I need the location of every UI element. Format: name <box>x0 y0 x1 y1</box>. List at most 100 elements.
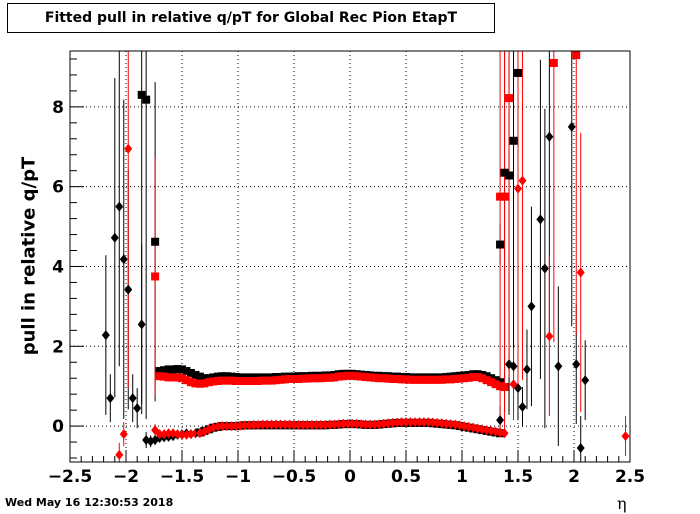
square-marker <box>428 375 437 384</box>
square-marker <box>137 90 146 99</box>
square-marker <box>446 375 455 384</box>
square-marker <box>160 366 169 375</box>
diamond-marker <box>415 417 424 428</box>
chart-title: Fitted pull in relative q/pT for Global … <box>7 3 495 33</box>
diamond-marker <box>500 428 509 439</box>
x-tick-label: −2 <box>113 467 139 487</box>
square-marker <box>173 373 182 382</box>
diamond-marker <box>509 361 518 372</box>
y-tick-label: 6 <box>52 178 64 198</box>
x-tick-label: 2.5 <box>615 467 645 487</box>
square-marker <box>361 373 370 382</box>
square-marker <box>218 376 227 385</box>
diamond-marker <box>410 417 419 428</box>
diamond-marker <box>227 421 236 432</box>
square-marker <box>195 372 204 381</box>
diamond-marker <box>263 419 272 430</box>
diamond-marker <box>276 419 285 430</box>
diamond-marker <box>514 183 522 194</box>
square-marker <box>155 367 164 376</box>
diamond-marker <box>236 420 245 431</box>
diamond-marker <box>572 359 581 370</box>
square-marker <box>455 374 464 383</box>
square-marker <box>572 50 581 59</box>
square-marker <box>173 365 182 374</box>
square-marker <box>397 375 406 384</box>
y-tick-label: 4 <box>52 257 64 277</box>
diamond-marker <box>437 418 446 429</box>
diamond-marker <box>119 254 128 265</box>
square-marker <box>186 378 195 387</box>
diamond-marker <box>402 417 410 428</box>
square-marker <box>151 237 160 246</box>
square-marker <box>500 168 509 177</box>
diamond-marker <box>267 419 276 430</box>
square-marker <box>285 375 294 384</box>
square-marker <box>357 372 366 381</box>
square-marker <box>231 376 240 385</box>
square-marker <box>500 192 509 201</box>
square-marker <box>222 372 231 381</box>
square-marker <box>307 374 316 383</box>
square-marker <box>204 378 213 387</box>
square-marker <box>294 375 303 384</box>
square-marker <box>164 373 173 382</box>
square-marker <box>227 376 236 385</box>
square-marker <box>509 136 518 145</box>
square-marker <box>348 371 357 380</box>
x-tick-label: 0 <box>344 467 356 487</box>
square-marker <box>415 375 424 384</box>
square-marker <box>505 94 514 103</box>
diamond-marker <box>567 121 576 132</box>
square-marker <box>473 373 482 382</box>
diamond-marker <box>334 419 343 430</box>
diamond-marker <box>213 421 222 432</box>
diamond-marker <box>106 393 115 404</box>
square-marker <box>195 379 204 388</box>
square-marker <box>298 374 307 383</box>
x-tick-label: −1 <box>225 467 251 487</box>
square-marker <box>330 373 339 382</box>
diamond-marker <box>281 419 290 430</box>
diamond-marker <box>518 401 527 412</box>
diamond-marker <box>222 421 231 432</box>
square-marker <box>160 372 169 381</box>
y-axis-label: pull in relative q/pT <box>18 156 40 356</box>
square-marker <box>213 376 222 385</box>
diamond-marker <box>101 330 110 341</box>
diamond-marker <box>554 361 563 372</box>
diamond-marker <box>115 201 124 212</box>
diamond-marker <box>576 267 585 278</box>
square-marker <box>419 375 428 384</box>
square-marker <box>388 375 397 384</box>
square-marker <box>460 374 469 383</box>
square-marker <box>375 374 384 383</box>
diamond-marker <box>375 419 384 430</box>
square-marker <box>406 375 415 384</box>
diamond-marker <box>581 375 590 386</box>
diamond-marker <box>527 301 536 312</box>
diamond-marker <box>316 419 325 430</box>
diamond-marker <box>540 263 549 274</box>
square-marker <box>240 376 249 385</box>
square-marker <box>281 375 290 384</box>
diamond-marker <box>518 175 527 186</box>
square-marker <box>249 376 258 385</box>
diamond-marker <box>307 419 316 430</box>
square-marker <box>213 372 222 381</box>
diamond-marker <box>258 419 267 430</box>
diamond-marker <box>348 418 357 429</box>
diamond-marker <box>155 429 164 440</box>
square-marker <box>272 376 281 385</box>
x-axis-label: η <box>617 494 627 513</box>
square-marker <box>169 373 178 382</box>
square-marker <box>343 371 352 380</box>
square-marker <box>482 376 491 385</box>
diamond-marker <box>231 421 240 432</box>
diamond-marker <box>164 428 173 439</box>
diamond-marker <box>178 429 186 440</box>
square-marker <box>464 373 473 382</box>
square-marker <box>496 192 505 201</box>
square-marker <box>178 365 186 374</box>
